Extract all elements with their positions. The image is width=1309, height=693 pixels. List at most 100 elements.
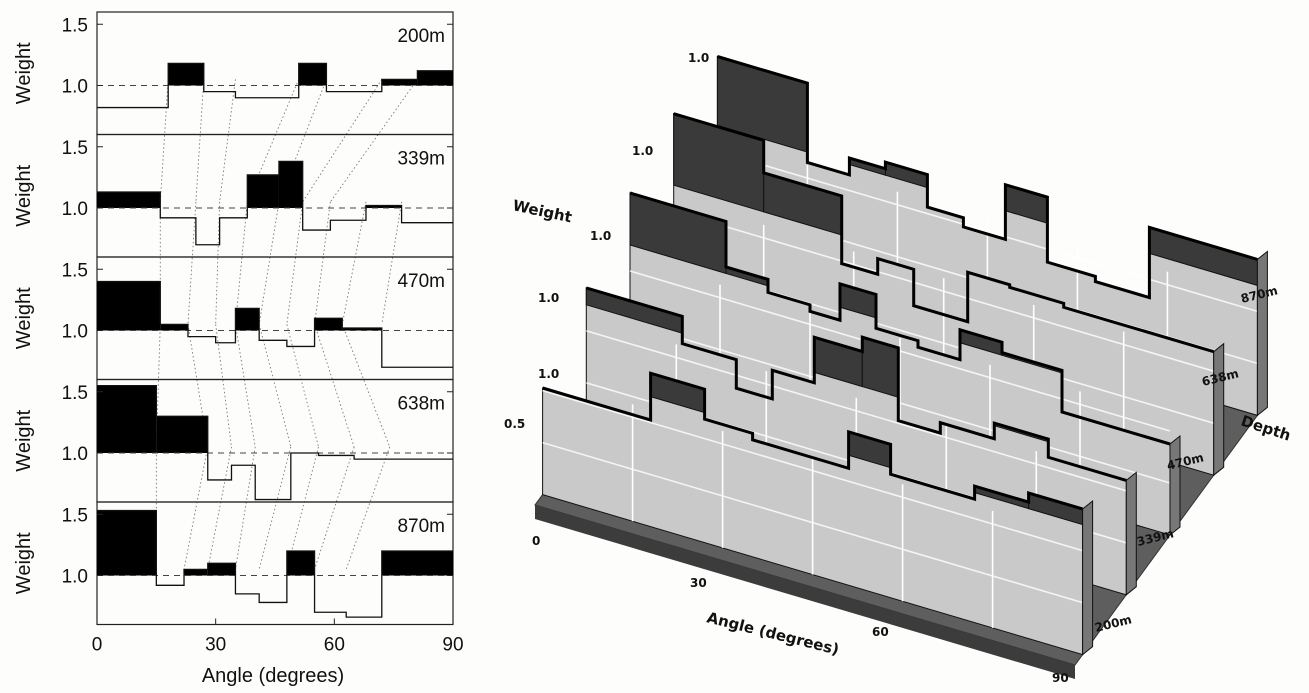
bin-connector	[286, 324, 319, 447]
y-tick-label: 1.5	[62, 138, 88, 159]
wall-step-line	[716, 55, 1258, 300]
bin-connector	[159, 79, 169, 202]
bin-connector	[381, 201, 403, 325]
bin-connector	[187, 201, 197, 325]
histogram-panel-200m: 1.0 1.5 Weight 200m	[13, 11, 454, 136]
excess-bar	[97, 192, 161, 208]
excess-bar	[207, 563, 236, 576]
excess-bar	[97, 385, 157, 453]
floor-edge	[535, 505, 1075, 679]
bin-connector	[187, 324, 209, 447]
depth-label: 339m	[397, 149, 445, 170]
excess-bar	[97, 510, 157, 576]
wall-gridline	[542, 441, 1083, 604]
wall-gridline	[629, 322, 1171, 484]
bin-connector-lines	[155, 79, 418, 570]
x-tick-label: 0	[92, 635, 103, 656]
bin-connector	[330, 79, 418, 203]
histogram-panel-339m: 1.0 1.5 Weight 339m	[13, 133, 454, 258]
bin-connector	[286, 446, 319, 570]
bin-connector	[341, 201, 367, 325]
stepped-histogram-chart: 1.0 1.5 Weight 200m 1.0 1.5 Weight 339m 1.0 1.5 We…	[13, 11, 464, 687]
wall-gridline	[629, 270, 1171, 432]
histogram-panel-470m: 1.0 1.5 Weight 470m	[13, 256, 454, 381]
excess-bar	[168, 63, 204, 86]
wall-step-line	[585, 286, 1127, 482]
weight-step-line	[97, 280, 453, 368]
wall-step-line	[673, 112, 1215, 354]
weight-step-line	[97, 160, 453, 246]
x-axis-title: Angle (degrees)	[202, 665, 344, 687]
bin-connector	[345, 446, 391, 570]
y-axis-title: Weight	[13, 409, 35, 471]
y-tick-label: 1.5	[62, 383, 88, 404]
excess-bar	[286, 551, 315, 576]
wall-end	[1082, 499, 1094, 656]
excess-bar	[278, 161, 303, 208]
weight-label: 1.0	[590, 229, 611, 243]
3d-histogram-chart: Weight Depth Angle (degrees) 0 30 60 90 …	[504, 51, 1293, 685]
y-tick-label: 1.0	[62, 77, 88, 98]
angle-tick-label: 30	[690, 576, 707, 590]
bin-connector	[234, 201, 248, 325]
stepped-histogram-figure: 1.0 1.5 Weight 200m 1.0 1.5 Weight 339m 1.0 1.5 We…	[0, 0, 470, 688]
bin-connector	[235, 446, 256, 570]
3d-histogram-figure: Weight Depth Angle (degrees) 0 30 60 90 …	[480, 0, 1309, 688]
excess-bar	[247, 174, 279, 208]
weight-label: 0.5	[504, 417, 525, 431]
weight-label: 1.0	[688, 51, 709, 65]
bin-connector	[302, 79, 383, 203]
y-axis-title: Weight	[13, 532, 35, 594]
y-tick-label: 1.5	[62, 260, 88, 281]
wall-end	[1256, 250, 1268, 417]
wall-step-line	[629, 191, 1171, 446]
y-tick-label: 1.0	[62, 199, 88, 220]
bin-connector	[258, 201, 280, 325]
excess-bar	[156, 416, 208, 453]
angle-axis-title: Angle (degrees)	[705, 608, 841, 658]
bin-connector	[207, 446, 232, 570]
bin-connector	[235, 324, 256, 447]
weight-step-line	[97, 384, 453, 501]
histogram-walls	[542, 55, 1268, 656]
excess-bar	[314, 318, 343, 331]
excess-bar	[97, 281, 161, 331]
angle-tick-label: 60	[872, 625, 889, 639]
wall-gridline	[542, 389, 1083, 552]
y-tick-label: 1.5	[62, 15, 88, 36]
y-axis-title: Weight	[13, 42, 35, 104]
x-axis: 0 30 60 90 Angle (degrees)	[92, 618, 464, 687]
bin-connector	[183, 446, 209, 570]
excess-bar	[381, 79, 418, 86]
wall-gridline	[673, 210, 1214, 372]
excess-bar	[184, 569, 208, 576]
wall-638m	[673, 112, 1225, 477]
depth-axis-title: Depth	[1239, 412, 1293, 445]
weight-step-line	[97, 62, 453, 109]
excess-bar	[160, 324, 188, 331]
angle-tick-label: 90	[1052, 671, 1069, 685]
bin-connector	[258, 324, 292, 447]
excess-bar	[381, 551, 453, 576]
excess-bar	[417, 70, 453, 86]
angle-tick-label: 0	[532, 534, 540, 548]
bin-connector	[155, 324, 161, 447]
wall-end	[1125, 471, 1137, 596]
weight-label: 1.0	[538, 291, 559, 305]
weight-label: 1.0	[538, 367, 559, 381]
weight-axis-title: Weight	[511, 196, 573, 226]
wall-step-line	[542, 371, 1084, 511]
wall-end	[1213, 342, 1225, 477]
y-tick-label: 1.0	[62, 444, 88, 465]
bin-connector	[195, 79, 205, 202]
weight-step-line	[97, 509, 453, 618]
x-tick-label: 90	[442, 635, 463, 656]
y-axis-title: Weight	[13, 287, 35, 349]
wall-gridline	[717, 150, 1258, 313]
wall-200m	[542, 371, 1094, 656]
x-tick-label: 30	[205, 635, 226, 656]
bin-connector	[314, 324, 355, 448]
wall-end	[1169, 434, 1181, 537]
histogram-panel-870m: 1.0 1.5 Weight 870m	[13, 501, 454, 626]
excess-bar	[342, 328, 382, 331]
